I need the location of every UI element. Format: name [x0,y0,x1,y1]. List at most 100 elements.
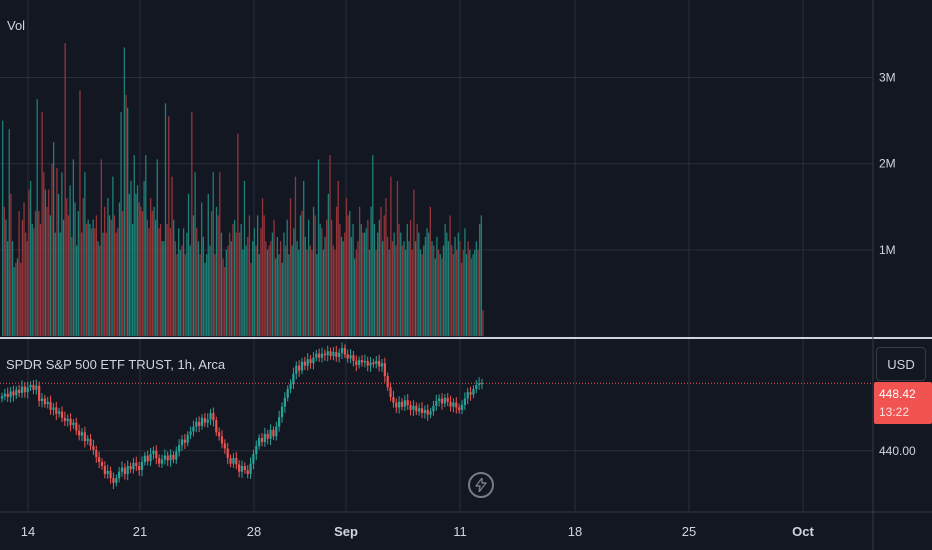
volume-bar [3,206,5,336]
currency-button[interactable]: USD [876,347,926,381]
price-candle [478,377,481,390]
bar-countdown: 13:22 [879,405,910,419]
volume-bar [97,241,99,336]
volume-bar [182,228,185,336]
time-axis-label: Oct [792,524,814,539]
price-candle [249,457,252,479]
volume-bar [331,219,333,336]
price-candle [238,460,241,478]
price-candle [338,348,341,363]
price-candle [109,466,112,484]
volume-bar [472,254,474,336]
price-candle [306,353,309,371]
price-candle [149,447,152,467]
price-candle [186,431,189,447]
volume-bar [360,224,362,336]
volume-bar [67,215,70,336]
volume-bar [354,258,356,336]
volume-bar [268,245,270,336]
volume-bar [393,232,395,336]
price-candle [366,356,369,372]
volume-bar [396,180,399,336]
volume-bar [370,206,372,336]
price-axis-label: 440.00 [879,444,916,458]
price-candle [143,451,146,466]
volume-bar [303,180,305,336]
price-candle [380,359,384,373]
price-candle [286,385,289,402]
volume-bar [327,193,330,336]
volume-bar [163,241,165,336]
price-candle [323,349,326,361]
price-candle [409,400,412,416]
volume-bar [470,258,473,336]
price-candle [3,388,6,401]
price-candle [163,449,166,465]
price-candle [252,449,255,470]
volume-axis-label: 1M [879,243,896,257]
volume-bar [424,236,427,336]
volume-bar [398,224,400,336]
volume-bar [286,219,288,336]
volume-bar [436,236,438,336]
volume-bar [266,249,269,336]
price-candle [38,381,41,407]
price-candle [140,456,144,477]
volume-bar [329,155,331,336]
lightning-bolt-icon[interactable] [468,472,494,498]
volume-bar [95,215,98,336]
volume-bar [5,219,7,336]
price-candle [472,385,475,399]
volume-bar [444,224,446,336]
price-candle [198,416,201,433]
volume-bar [288,254,290,336]
price-candle [160,454,164,468]
price-candle [346,349,349,363]
price-candle [452,398,455,413]
price-candle [292,367,295,390]
volume-bar [457,232,459,336]
volume-bar [54,232,56,336]
volume-bar [340,236,343,336]
price-candle [183,434,186,449]
price-candle [389,382,392,402]
volume-bar [26,241,28,336]
volume-bar [89,224,91,336]
volume-pane-label: Vol [7,18,26,33]
price-candle [209,408,212,426]
volume-bar [419,249,422,336]
volume-bar [74,202,76,336]
price-candle [126,460,129,481]
time-axis-label: Sep [334,524,358,539]
price-candle [300,358,304,375]
price-candle [363,354,366,368]
price-candle [412,400,415,417]
volume-bar [408,241,410,336]
volume-bar [405,249,407,336]
price-candle [463,392,466,410]
volume-bar [362,232,364,336]
volume-bar [44,189,47,336]
volume-bar [441,258,443,336]
symbol-title[interactable]: SPDR S&P 500 ETF TRUST, 1h, Arca [6,357,226,372]
volume-bar [373,224,376,336]
volume-bar [345,198,348,336]
volume-bar [186,232,188,336]
volume-bar [168,116,170,336]
price-candle [200,414,204,430]
volume-bar [112,176,114,336]
volume-bar [143,180,145,336]
volume-bar [39,224,42,336]
volume-bar [49,215,51,336]
volume-bar [13,267,15,336]
volume-bar [452,254,455,336]
price-candle [15,386,18,400]
volume-bar [426,228,428,336]
volume-bar [255,245,257,336]
price-candle [206,413,209,428]
volume-bar [375,249,377,336]
volume-bar [108,215,111,336]
price-candle [63,411,66,426]
volume-bar [33,228,35,336]
